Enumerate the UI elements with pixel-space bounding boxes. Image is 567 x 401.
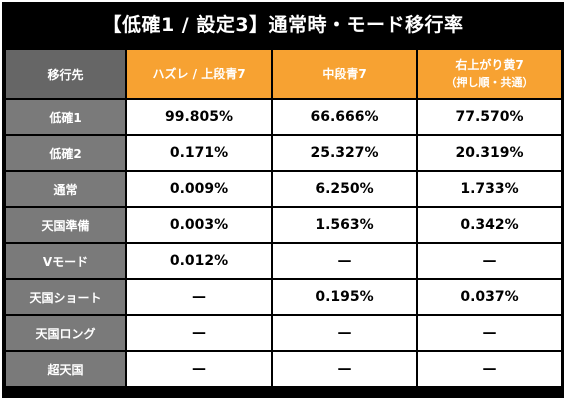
rate-table-frame: 【低確1 / 設定3】通常時・モード移行率 移行先 ハズレ / 上段青7 中段青…: [2, 2, 564, 398]
cell-value: —: [418, 316, 561, 350]
table-row: Vモード 0.012% — —: [6, 244, 561, 278]
cell-value: 20.319%: [418, 136, 561, 170]
cell-value: 0.009%: [127, 172, 271, 206]
cell-value: 1.563%: [273, 208, 416, 242]
row-label: 天国準備: [6, 208, 125, 242]
header-hazure-upper-blue7: ハズレ / 上段青7: [127, 50, 271, 98]
mode-transition-table: 移行先 ハズレ / 上段青7 中段青7 右上がり黄7 （押し順・共通） 低確1 …: [4, 48, 563, 388]
cell-value: 66.666%: [273, 100, 416, 134]
header-row: 移行先 ハズレ / 上段青7 中段青7 右上がり黄7 （押し順・共通）: [6, 50, 561, 98]
cell-value: —: [127, 352, 271, 386]
row-label: Vモード: [6, 244, 125, 278]
header-rising-yellow7-line2: （押し順・共通）: [445, 76, 534, 89]
row-label: 天国ロング: [6, 316, 125, 350]
table-row: 通常 0.009% 6.250% 1.733%: [6, 172, 561, 206]
cell-value: —: [127, 316, 271, 350]
cell-value: 0.003%: [127, 208, 271, 242]
table-row: 天国ショート — 0.195% 0.037%: [6, 280, 561, 314]
header-middle-blue7: 中段青7: [273, 50, 416, 98]
cell-value: 0.171%: [127, 136, 271, 170]
cell-value: 6.250%: [273, 172, 416, 206]
table-row: 低確1 99.805% 66.666% 77.570%: [6, 100, 561, 134]
cell-value: 0.195%: [273, 280, 416, 314]
table-row: 超天国 — — —: [6, 352, 561, 386]
cell-value: 1.733%: [418, 172, 561, 206]
cell-value: 0.342%: [418, 208, 561, 242]
cell-value: 77.570%: [418, 100, 561, 134]
row-label: 超天国: [6, 352, 125, 386]
cell-value: 25.327%: [273, 136, 416, 170]
cell-value: —: [418, 244, 561, 278]
row-label: 天国ショート: [6, 280, 125, 314]
table-row: 天国ロング — — —: [6, 316, 561, 350]
table-row: 低確2 0.171% 25.327% 20.319%: [6, 136, 561, 170]
row-label: 低確2: [6, 136, 125, 170]
table-title: 【低確1 / 設定3】通常時・モード移行率: [102, 13, 464, 36]
header-rising-yellow7: 右上がり黄7 （押し順・共通）: [418, 50, 561, 98]
cell-value: 0.012%: [127, 244, 271, 278]
cell-value: —: [273, 316, 416, 350]
row-label: 通常: [6, 172, 125, 206]
cell-value: —: [127, 280, 271, 314]
header-rising-yellow7-line1: 右上がり黄7: [455, 58, 524, 72]
cell-value: —: [273, 352, 416, 386]
cell-value: 99.805%: [127, 100, 271, 134]
row-label: 低確1: [6, 100, 125, 134]
table-row: 天国準備 0.003% 1.563% 0.342%: [6, 208, 561, 242]
header-destination: 移行先: [6, 50, 125, 98]
cell-value: —: [273, 244, 416, 278]
cell-value: —: [418, 352, 561, 386]
cell-value: 0.037%: [418, 280, 561, 314]
